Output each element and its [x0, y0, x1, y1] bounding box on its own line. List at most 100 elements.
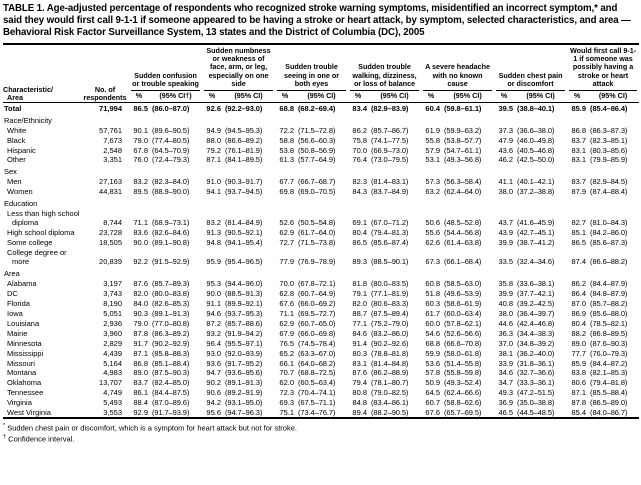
pct-cell: 88.0	[206, 135, 222, 145]
respondents-cell: 4,749	[103, 388, 122, 398]
ci-cell: (32.4–34.6)	[517, 257, 555, 267]
ci-cell: (56.6–60.3)	[298, 135, 336, 145]
respondents-cell: 27,163	[99, 177, 122, 187]
ci-cell: (60.0–63.4)	[444, 309, 482, 319]
pct-cell: 63.2	[425, 187, 441, 197]
table-row: Total 71,994 86.5 (86.0–87.0) 92.6 (92.2–93.0…	[3, 103, 639, 113]
pct-cell: 34.7	[498, 378, 514, 388]
ci-cell: (57.8–62.1)	[444, 318, 482, 328]
pct-cell: 87.1	[206, 155, 222, 165]
respondents-cell: 4,439	[103, 348, 122, 358]
pct-cell: 91.1	[206, 299, 222, 309]
ci-cell: (59.9–63.2)	[444, 125, 482, 135]
ci-cell: (88.5–91.3)	[225, 289, 263, 299]
pct-cell: 82.3	[352, 177, 368, 187]
pct-cell: 80.3	[352, 348, 368, 358]
pct-cell: 35.8	[498, 279, 514, 289]
ci-cell: (42.7–45.1)	[517, 228, 555, 238]
pct-cell: 60.7	[425, 398, 441, 408]
table-row: Louisiana 2,936 79.0 (77.0–80.8) 87.2 (85.7–8…	[3, 318, 639, 328]
ci-cell: (82.6–84.6)	[152, 228, 190, 238]
ci-cell: (66.1–68.4)	[444, 257, 482, 267]
pct-cell: 89.5	[133, 187, 148, 197]
table-row: College degree or more 20,839 92.2 (91.5–92…	[3, 248, 639, 267]
pct-cell: 60.4	[425, 103, 441, 113]
data-table: Characteristic/ Area No. of respondents …	[3, 42, 640, 420]
pct-cell: 51.8	[425, 289, 441, 299]
pct-cell: 87.8	[133, 328, 148, 338]
row-label: DC	[7, 289, 18, 299]
pct-cell: 86.5	[133, 103, 148, 113]
row-label: Tennessee	[7, 388, 44, 398]
row-label: Montana	[7, 368, 37, 378]
ci-cell: (82.9–83.9)	[371, 103, 409, 113]
table-row: Women 44,831 89.5 (88.9–90.0) 94.1 (93.7–94.5…	[3, 187, 639, 197]
ci-cell: (77.4–80.5)	[152, 135, 190, 145]
pct-cell: 79.0	[133, 135, 148, 145]
pct-cell: 62.0	[279, 378, 295, 388]
pct-cell: 85.9	[571, 358, 587, 368]
table-row: Men 27,163 83.2 (82.3–84.0) 91.0 (90.3–91.7) 6…	[3, 177, 639, 187]
pct-cell: 83.7	[571, 135, 587, 145]
table-row: Less than high school diploma 8,744 71.1 (6…	[3, 208, 639, 227]
ci-cell: (73.4–76.7)	[298, 408, 336, 418]
subheader-row: % (95% CI†)% (95% CI)% (95% CI)% (95% CI)% (9…	[3, 90, 640, 104]
ci-cell: (89.1–90.8)	[152, 238, 190, 248]
ci-cell: (49.6–53.9)	[444, 289, 482, 299]
table-row: Some college 18,505 90.0 (89.1–90.8) 94.8 (94…	[3, 238, 639, 248]
pct-cell: 83.2	[206, 218, 222, 228]
ci-cell: (85.5–88.4)	[590, 388, 628, 398]
pct-cell: 85.9	[571, 103, 587, 113]
row-label: Virginia	[7, 398, 32, 408]
respondents-cell: 7,673	[103, 135, 122, 145]
pct-cell: 50.9	[425, 378, 441, 388]
ci-cell: (71.5–72.8)	[298, 125, 336, 135]
pct-cell: 75.8	[352, 135, 368, 145]
respondents-cell: 3,960	[103, 328, 122, 338]
pct-cell: 87.1	[133, 348, 148, 358]
ci-cell: (65.7–69.5)	[444, 408, 482, 418]
ci-column-header: (95% CI†)	[149, 90, 203, 104]
pct-cell: 76.5	[279, 338, 295, 348]
ci-cell: (41.6–45.9)	[517, 218, 555, 228]
table-header: Characteristic/ Area No. of respondents …	[3, 43, 640, 104]
respondents-cell: 5,164	[103, 358, 122, 368]
ci-cell: (66.9–73.0)	[371, 145, 409, 155]
ci-cell: (85.1–88.4)	[152, 358, 190, 368]
pct-cell: 39.9	[498, 289, 514, 299]
pct-cell: 79.4	[352, 378, 368, 388]
ci-cell: (85.7–86.7)	[371, 125, 409, 135]
ci-cell: (94.7–96.3)	[225, 408, 263, 418]
ci-cell: (85.6–87.4)	[371, 238, 409, 248]
table-row: West Virginia 3,553 92.9 (91.7–93.9) 95.6 (94…	[3, 408, 639, 419]
row-label: Iowa	[7, 309, 23, 319]
pct-cell: 91.0	[206, 177, 222, 187]
ci-cell: (78.5–82.1)	[590, 318, 628, 328]
ci-cell: (91.7–95.2)	[225, 358, 263, 368]
pct-cell: 81.8	[352, 279, 368, 289]
pct-cell: 90.0	[133, 238, 148, 248]
pct-cell: 87.6	[352, 368, 368, 378]
pct-cell: 61.7	[425, 309, 441, 319]
ci-cell: (42.5–50.0)	[517, 155, 555, 165]
ci-cell: (38.8–40.1)	[517, 103, 555, 113]
ci-column-header: (95% CI)	[514, 90, 568, 104]
ci-cell: (68.9–73.1)	[152, 218, 190, 228]
pct-cell: 57.3	[425, 177, 441, 187]
ci-cell: (55.8–59.8)	[444, 368, 482, 378]
pct-cell: 38.0	[498, 309, 514, 319]
ci-cell: (60.7–65.0)	[298, 318, 336, 328]
pct-cell: 55.6	[425, 228, 441, 238]
ci-cell: (95.5–97.1)	[225, 338, 263, 348]
ci-cell: (77.0–80.8)	[152, 318, 190, 328]
ci-cell: (46.0–49.8)	[517, 135, 555, 145]
respondents-cell: 20,839	[99, 257, 122, 267]
row-label: Women	[7, 187, 33, 197]
pct-cell: 86.2	[571, 279, 587, 289]
pct-cell: 86.5	[352, 238, 368, 248]
pct-cell: 84.3	[352, 187, 368, 197]
ci-cell: (72.4–79.3)	[152, 155, 190, 165]
pct-cell: 60.0	[425, 318, 441, 328]
pct-cell: 36.3	[498, 328, 514, 338]
ci-cell: (91.9–94.2)	[225, 328, 263, 338]
